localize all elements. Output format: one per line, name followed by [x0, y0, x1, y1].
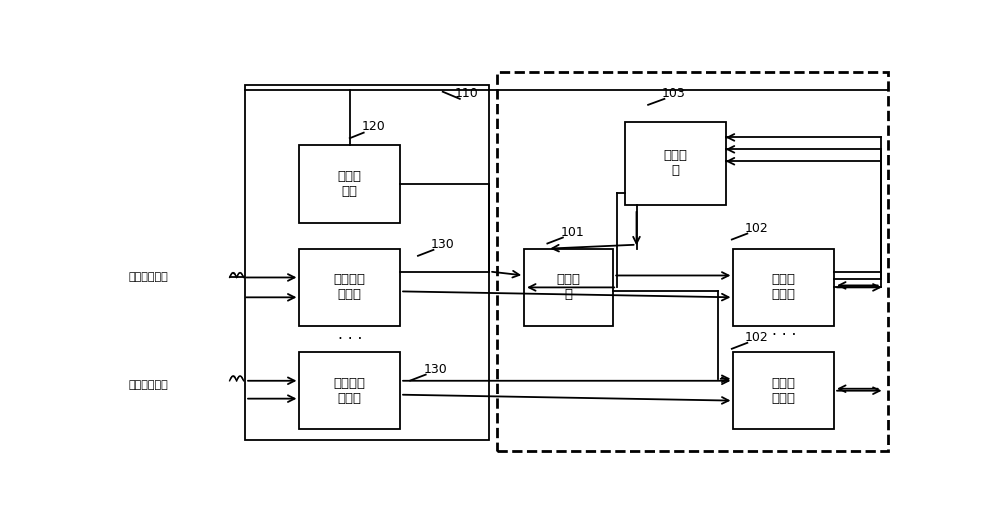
Text: · · ·: · · ·: [772, 328, 796, 343]
Bar: [299, 352, 400, 429]
Text: 串并转
换单元: 串并转 换单元: [772, 273, 796, 301]
Text: · · ·: · · ·: [338, 332, 362, 347]
Bar: [625, 122, 726, 205]
Text: 102: 102: [745, 331, 769, 344]
Text: 控制单
元: 控制单 元: [663, 149, 687, 177]
Text: 110: 110: [454, 87, 478, 100]
Text: 系统时
钟源: 系统时 钟源: [338, 170, 362, 198]
Bar: [733, 352, 834, 429]
Text: 130: 130: [423, 363, 447, 376]
Text: 串并转
换单元: 串并转 换单元: [772, 377, 796, 405]
Text: 130: 130: [431, 238, 455, 251]
Text: 模数转换
器芯片: 模数转换 器芯片: [334, 377, 366, 405]
Text: 102: 102: [745, 222, 769, 235]
Text: 120: 120: [361, 120, 385, 134]
Bar: [299, 146, 400, 223]
Text: 模拟信号输入: 模拟信号输入: [129, 272, 169, 282]
Text: 锁相回
路: 锁相回 路: [557, 273, 581, 301]
Text: 模数转换
器芯片: 模数转换 器芯片: [334, 273, 366, 301]
Bar: [245, 85, 489, 440]
Bar: [497, 72, 888, 452]
Text: 模拟信号输入: 模拟信号输入: [129, 380, 169, 390]
Text: 101: 101: [561, 225, 584, 239]
Bar: [524, 249, 613, 326]
Bar: [299, 249, 400, 326]
Text: 103: 103: [662, 87, 686, 100]
Bar: [733, 249, 834, 326]
